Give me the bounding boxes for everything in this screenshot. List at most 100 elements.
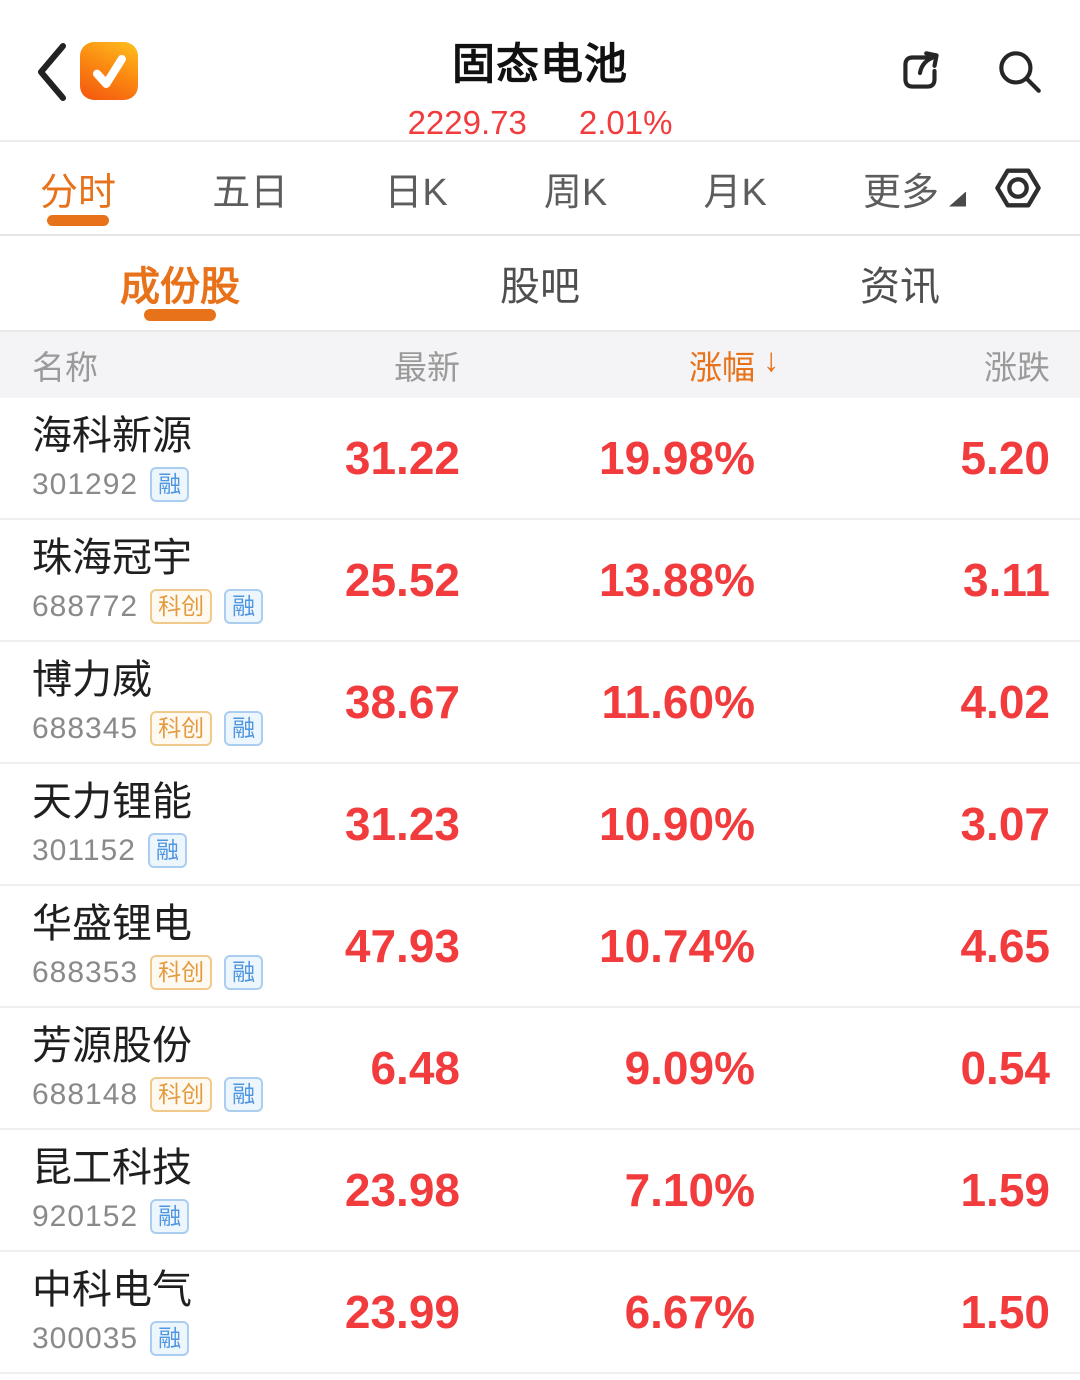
- column-header-change-percent[interactable]: 涨幅 ↓: [460, 341, 780, 389]
- stock-last-price: 23.98: [344, 1164, 460, 1216]
- table-header: 名称 最新 涨幅 ↓ 涨跌: [0, 332, 1080, 398]
- stock-tags: 科创融: [150, 955, 264, 990]
- column-header-change[interactable]: 涨跌: [984, 349, 1050, 386]
- stock-name: 博力威: [32, 658, 152, 702]
- section-tab[interactable]: 股吧: [360, 236, 720, 330]
- stock-row[interactable]: 博力威 688345 科创融 38.67 11.60% 4.02: [0, 642, 1080, 764]
- star-market-tag: 科创: [150, 1077, 213, 1112]
- stock-row[interactable]: 芳源股份 688148 科创融 6.48 9.09% 0.54: [0, 1008, 1080, 1130]
- chart-settings-button[interactable]: [992, 142, 1044, 234]
- share-icon: [894, 44, 948, 98]
- section-tab-label: 股吧: [500, 265, 580, 309]
- stock-name: 昆工科技: [32, 1146, 192, 1190]
- margin-tag: 融: [224, 711, 264, 746]
- active-tab-underline: [144, 309, 216, 321]
- stock-last-price: 6.48: [370, 1042, 460, 1094]
- stock-code: 688353: [32, 955, 139, 989]
- header: 固态电池 2229.73 2.01%: [0, 0, 1080, 142]
- stock-tags: 科创融: [150, 1077, 264, 1112]
- stock-change-percent: 19.98%: [598, 432, 755, 484]
- back-button[interactable]: [28, 40, 76, 104]
- stock-code: 688772: [32, 589, 139, 623]
- stock-change-percent: 6.67%: [624, 1286, 755, 1338]
- app-logo-icon[interactable]: [80, 42, 138, 100]
- stock-change: 0.54: [960, 1042, 1050, 1094]
- stock-last-price: 31.22: [344, 432, 460, 484]
- stock-name-block: 华盛锂电 688353 科创融: [32, 902, 310, 990]
- stock-name: 华盛锂电: [32, 902, 192, 946]
- stock-change-percent: 11.60%: [601, 676, 755, 728]
- stock-name-block: 海科新源 301292 融: [32, 414, 310, 502]
- header-actions: [894, 44, 1046, 98]
- stock-row[interactable]: 中科电气 300035 融 23.99 6.67% 1.50: [0, 1252, 1080, 1374]
- period-tab[interactable]: 五日: [212, 142, 288, 234]
- stock-name-block: 珠海冠宇 688772 科创融: [32, 536, 310, 624]
- sort-descending-icon: ↓: [763, 341, 780, 378]
- stock-row[interactable]: 珠海冠宇 688772 科创融 25.52 13.88% 3.11: [0, 520, 1080, 642]
- stock-code-line: 301292 融: [32, 467, 310, 502]
- header-center: 固态电池 2229.73 2.01%: [0, 30, 1080, 142]
- stock-change: 1.59: [960, 1164, 1050, 1216]
- period-tab[interactable]: 更多: [863, 142, 966, 234]
- stock-name: 海科新源: [32, 414, 192, 458]
- section-tab[interactable]: 成份股: [0, 236, 360, 330]
- stock-change-percent: 10.74%: [598, 920, 755, 972]
- section-tab-bar: 成份股 股吧 资讯: [0, 236, 1080, 332]
- section-tab-label: 成份股: [120, 265, 240, 309]
- column-header-name[interactable]: 名称: [32, 349, 98, 386]
- stock-code-line: 301152 融: [32, 833, 310, 868]
- margin-tag: 融: [150, 1199, 190, 1234]
- active-tab-underline: [47, 215, 109, 226]
- stock-code: 301292: [32, 467, 139, 501]
- stock-name-block: 芳源股份 688148 科创融: [32, 1024, 310, 1112]
- stock-last-price: 23.99: [344, 1286, 460, 1338]
- stock-row[interactable]: 天力锂能 301152 融 31.23 10.90% 3.07: [0, 764, 1080, 886]
- stock-row[interactable]: 海科新源 301292 融 31.22 19.98% 5.20: [0, 398, 1080, 520]
- margin-tag: 融: [224, 1077, 264, 1112]
- period-tab-bar: 分时 五日 日K 周K 月K 更多: [0, 142, 1080, 236]
- star-market-tag: 科创: [150, 711, 213, 746]
- stock-change: 3.11: [963, 554, 1050, 606]
- stock-name-block: 昆工科技 920152 融: [32, 1146, 310, 1234]
- section-tab[interactable]: 资讯: [720, 236, 1080, 330]
- index-change-percent: 2.01%: [578, 104, 673, 141]
- period-tab-label: 周K: [543, 171, 608, 214]
- margin-tag: 融: [150, 1321, 190, 1356]
- stock-row[interactable]: 昆工科技 920152 融 23.98 7.10% 1.59: [0, 1130, 1080, 1252]
- star-market-tag: 科创: [150, 955, 213, 990]
- stock-change-percent: 9.09%: [624, 1042, 755, 1094]
- stock-change: 4.02: [960, 676, 1050, 728]
- stock-name: 芳源股份: [32, 1024, 192, 1068]
- checkmark-icon: [87, 49, 131, 93]
- stock-tags: 融: [150, 1321, 190, 1356]
- margin-tag: 融: [224, 955, 264, 990]
- period-tab-label: 分时: [40, 171, 117, 214]
- stock-name-block: 中科电气 300035 融: [32, 1268, 310, 1356]
- period-tab[interactable]: 月K: [703, 142, 766, 234]
- column-header-change-percent-label: 涨幅: [689, 349, 755, 386]
- stock-code-line: 920152 融: [32, 1199, 310, 1234]
- stock-code-line: 688772 科创融: [32, 589, 310, 624]
- period-tab-label: 日K: [384, 171, 448, 214]
- stock-name: 中科电气: [32, 1268, 192, 1312]
- column-header-last[interactable]: 最新: [394, 349, 460, 386]
- period-tab[interactable]: 日K: [384, 142, 447, 234]
- stock-last-price: 47.93: [344, 920, 460, 972]
- stock-code: 688148: [32, 1077, 139, 1111]
- stock-code: 301152: [32, 833, 136, 867]
- stock-change-percent: 13.88%: [598, 554, 755, 606]
- share-button[interactable]: [894, 44, 948, 98]
- stock-tags: 科创融: [150, 711, 264, 746]
- gear-hexagon-icon: [992, 162, 1044, 214]
- stock-row[interactable]: 华盛锂电 688353 科创融 47.93 10.74% 4.65: [0, 886, 1080, 1008]
- stock-code: 688345: [32, 711, 139, 745]
- stock-code-line: 688345 科创融: [32, 711, 310, 746]
- period-tab[interactable]: 周K: [544, 142, 607, 234]
- stock-last-price: 31.23: [344, 798, 460, 850]
- stock-tags: 融: [150, 467, 190, 502]
- search-button[interactable]: [992, 44, 1046, 98]
- margin-tag: 融: [147, 833, 187, 868]
- stock-name-block: 博力威 688345 科创融: [32, 658, 310, 746]
- stock-code-line: 688148 科创融: [32, 1077, 310, 1112]
- period-tab[interactable]: 分时: [40, 142, 116, 234]
